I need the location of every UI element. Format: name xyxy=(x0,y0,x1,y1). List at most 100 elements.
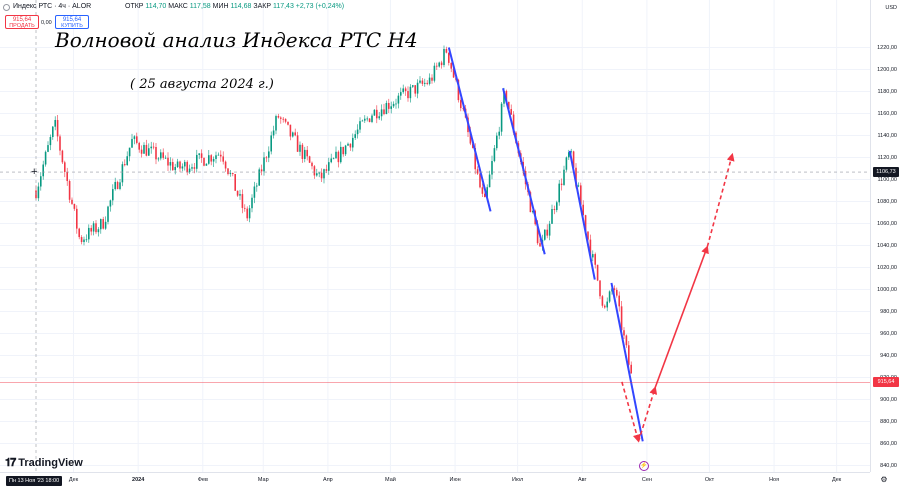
time-tick-label: Июн xyxy=(449,477,461,483)
forecast-segment xyxy=(621,381,641,443)
candle-body xyxy=(443,48,445,66)
candle-body xyxy=(251,197,253,209)
change-value: +2,73 (+0,24%) xyxy=(295,3,345,10)
candle-body xyxy=(116,181,119,189)
candle-body xyxy=(376,109,378,119)
candle-body xyxy=(92,223,95,232)
time-tick-label: Авг xyxy=(577,477,587,483)
candle-body xyxy=(138,142,140,150)
candle-body xyxy=(133,136,136,139)
candle-body xyxy=(575,167,577,187)
analysis-title[interactable]: Волновой анализ Индекса РТС Н4 xyxy=(55,28,418,52)
time-axis[interactable]: Дек Ноя Окт Сен Авг Июл Июн Май Апр Мар Фев 2024 Дек… xyxy=(0,472,870,489)
candle-body xyxy=(126,156,128,166)
candle-body xyxy=(114,181,116,190)
candle-body xyxy=(162,152,164,158)
tradingview-logo[interactable]: 𝟏𝟕 TradingView xyxy=(5,457,83,470)
candle-body xyxy=(416,82,419,94)
candle-body xyxy=(448,52,450,63)
candle-body xyxy=(580,185,582,205)
price-tick-label: 1040,00 xyxy=(877,242,897,249)
candle-body xyxy=(618,295,620,307)
candle-body xyxy=(323,169,325,179)
price-tick-label: 1100,00 xyxy=(877,176,897,183)
price-axis-currency: USD xyxy=(885,5,897,11)
candle-body xyxy=(150,146,152,149)
candle-body xyxy=(496,135,498,149)
candle-body xyxy=(587,231,589,240)
price-tick-label: 1080,00 xyxy=(877,198,897,205)
candle-body xyxy=(529,192,532,213)
candle-body xyxy=(623,330,625,336)
candle-body xyxy=(433,65,436,81)
candle-body xyxy=(229,173,232,175)
candle-body xyxy=(308,156,311,163)
economic-event-icon[interactable]: ⚡ xyxy=(639,461,649,471)
candle-body xyxy=(481,187,484,194)
candle-body xyxy=(102,219,104,229)
sell-button[interactable]: 915,64 ПРОДАТЬ xyxy=(5,15,39,29)
candle-body xyxy=(428,77,431,84)
symbol-title[interactable]: Индекс РТС · 4ч · ALOR xyxy=(13,3,92,10)
candle-body xyxy=(215,155,217,159)
candle-body xyxy=(544,229,546,240)
candle-body xyxy=(390,106,392,109)
candle-body xyxy=(474,147,476,170)
candle-body xyxy=(186,161,188,173)
candle-body xyxy=(268,151,270,158)
candle-body xyxy=(258,169,260,186)
candle-body xyxy=(424,82,426,84)
low-label: МИН xyxy=(212,3,229,10)
price-axis[interactable]: USD 1220,00 1200,00 1180,00 1160,00 1140,00 1… xyxy=(870,0,900,472)
candle-body xyxy=(340,146,342,163)
candle-body xyxy=(176,161,179,167)
candle-body xyxy=(85,239,88,241)
candle-body xyxy=(80,237,83,243)
candle-body xyxy=(54,119,56,127)
candle-body xyxy=(582,204,584,216)
low-value: 114,68 xyxy=(230,3,252,10)
buy-button[interactable]: 915,64 КУПИТЬ xyxy=(55,15,89,29)
spread-value: 0,00 xyxy=(41,20,52,26)
candle-body xyxy=(253,186,256,198)
candle-body xyxy=(71,199,73,204)
candle-body xyxy=(599,280,601,297)
open-value: 114,70 xyxy=(145,3,167,10)
candle-body xyxy=(287,121,289,125)
candle-body xyxy=(296,135,299,152)
candle-body xyxy=(42,164,44,177)
candle-body xyxy=(332,158,335,160)
candle-body xyxy=(37,186,40,199)
candle-body xyxy=(589,239,592,258)
last-price-label: 915,64 xyxy=(873,377,899,388)
candle-body xyxy=(488,174,491,188)
candle-body xyxy=(563,169,565,185)
candle-body xyxy=(452,68,455,78)
candle-body xyxy=(49,137,52,146)
candle-body xyxy=(356,129,359,135)
candle-body xyxy=(409,86,412,99)
candle-body xyxy=(169,162,172,166)
tradingview-logo-icon: 𝟏𝟕 xyxy=(5,457,16,469)
candle-body xyxy=(95,223,97,233)
close-value: 117,43 xyxy=(272,3,294,10)
forecast-segment xyxy=(637,386,658,442)
candle-body xyxy=(352,137,354,148)
price-tick-label: 1180,00 xyxy=(877,88,897,95)
time-tick-label: Сен xyxy=(641,477,652,483)
candle-body xyxy=(608,291,611,302)
candle-body xyxy=(160,152,162,159)
candle-body xyxy=(498,131,500,136)
candle-body xyxy=(484,193,486,198)
chart-settings-icon[interactable]: ⚙ xyxy=(880,475,888,484)
candle-body xyxy=(316,173,318,176)
candle-body xyxy=(172,162,174,171)
analysis-date[interactable]: ( 25 августа 2024 г.) xyxy=(130,77,274,92)
price-chart[interactable] xyxy=(0,0,870,472)
candle-body xyxy=(604,305,606,308)
price-tick-label: 1020,00 xyxy=(877,264,897,271)
candle-body xyxy=(68,181,71,200)
candle-body xyxy=(601,296,604,306)
candle-body xyxy=(330,158,332,163)
candle-body xyxy=(157,158,160,160)
